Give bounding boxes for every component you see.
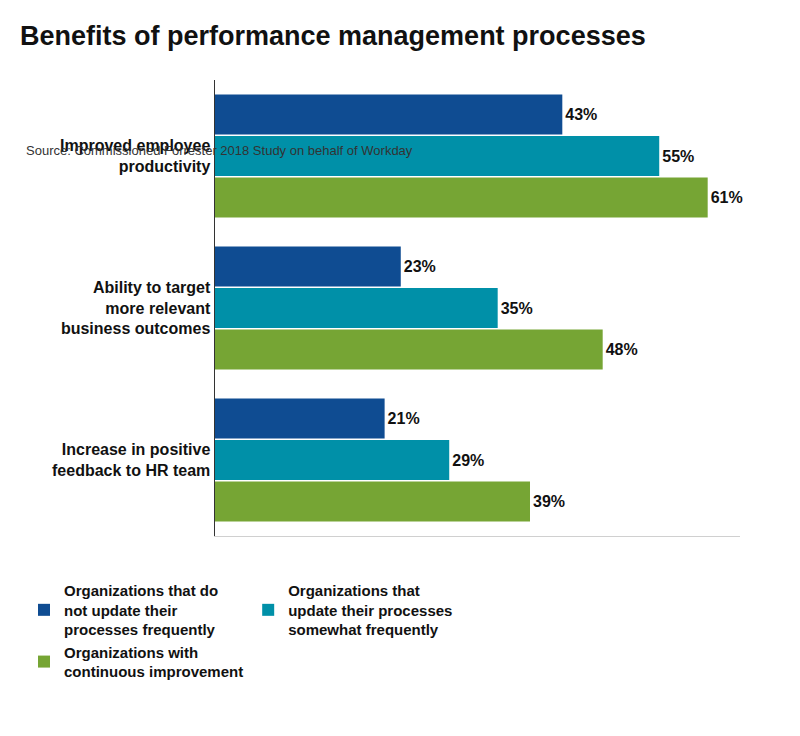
svg-text:Increase in positivefeedback t: Increase in positivefeedback to HR team [52,441,210,479]
svg-text:35%: 35% [501,300,533,317]
svg-text:Organizations that donot updat: Organizations that donot update theirpro… [64,582,218,638]
svg-text:39%: 39% [533,493,565,510]
svg-text:55%: 55% [662,148,694,165]
svg-text:Source: Commissioned Forrester: Source: Commissioned Forrester 2018 Stud… [26,143,413,158]
svg-text:Improved employeeproductivity: Improved employeeproductivity [60,137,210,175]
svg-text:Benefits of performance manage: Benefits of performance management proce… [20,21,646,51]
svg-text:48%: 48% [606,341,638,358]
svg-text:61%: 61% [711,189,743,206]
svg-text:21%: 21% [388,410,420,427]
svg-text:Organizations thatupdate their: Organizations thatupdate their processes… [288,582,452,638]
svg-text:29%: 29% [452,452,484,469]
svg-text:Ability to targetmore relevant: Ability to targetmore relevantbusiness o… [61,279,211,338]
svg-text:Organizations withcontinuous i: Organizations withcontinuous improvement [64,644,243,681]
svg-text:43%: 43% [565,106,597,123]
svg-text:23%: 23% [404,258,436,275]
